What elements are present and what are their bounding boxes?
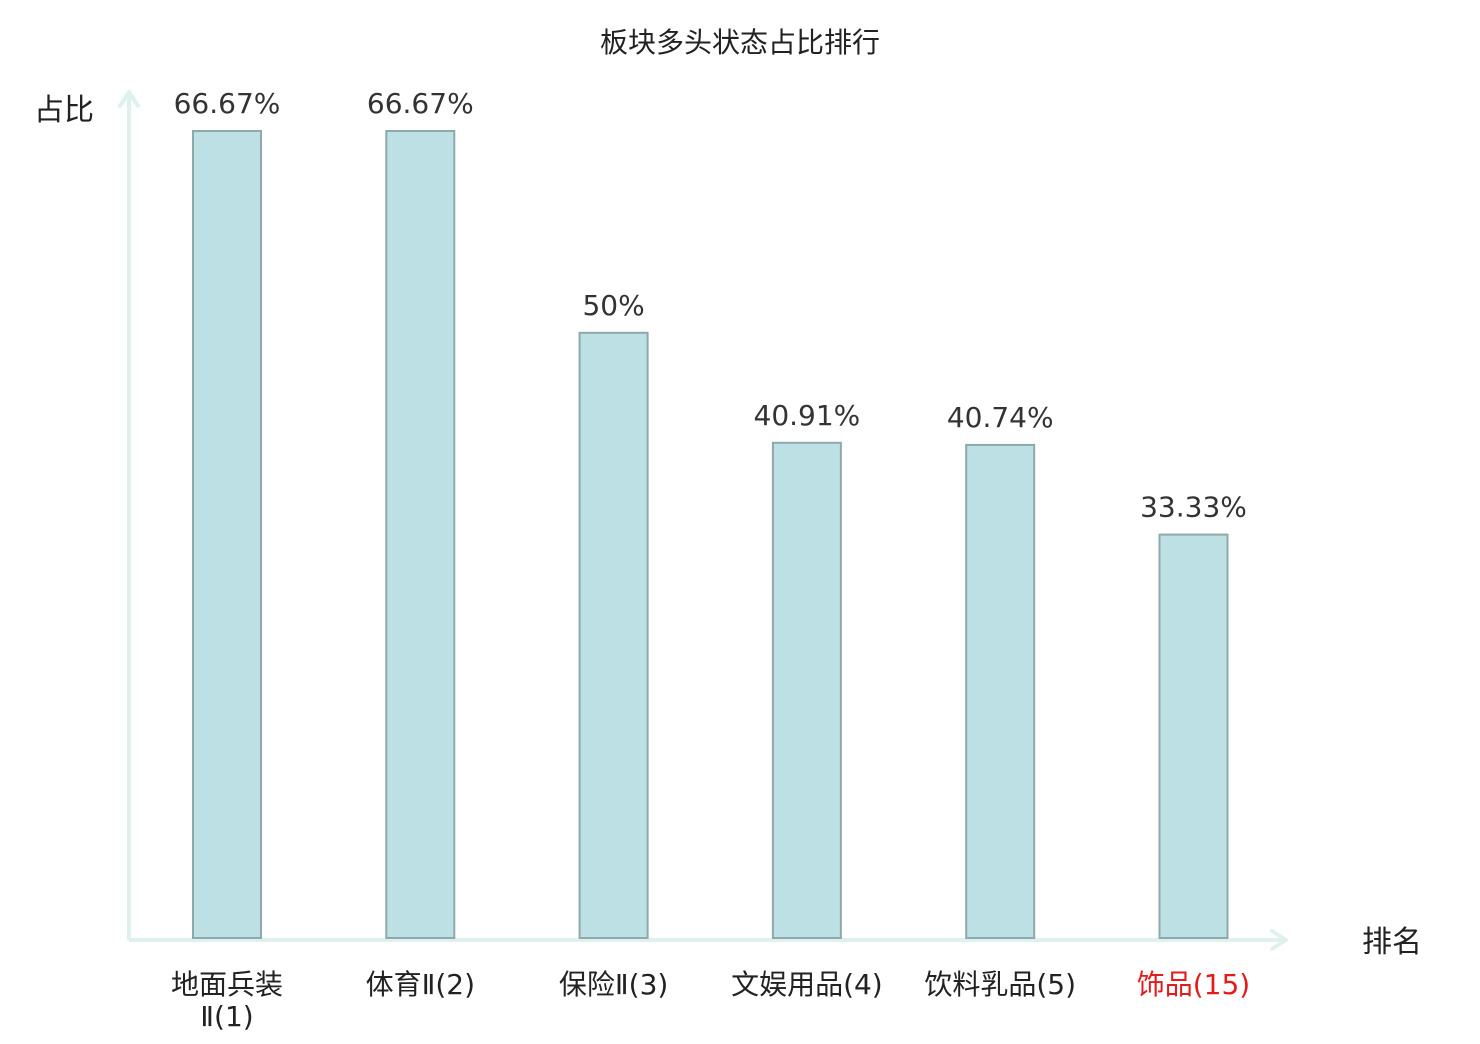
category-label-3: 保险Ⅱ(3) [559, 968, 668, 1001]
axes [118, 90, 1288, 951]
bar-4 [771, 441, 842, 939]
bar-1 [192, 130, 262, 939]
x-axis-arrow [1270, 929, 1288, 951]
value-labels-group: 66.67% 66.67% 50% 40.91% 40.74% 33.33% [174, 87, 1247, 524]
bar-3 [578, 331, 649, 939]
y-axis-label: 占比 [34, 93, 94, 128]
value-label-2: 66.67% [367, 87, 474, 120]
value-label-5: 40.74% [947, 401, 1054, 434]
x-axis-label: 排名 [1362, 925, 1422, 960]
bars-group [192, 130, 1229, 939]
category-label-5: 饮料乳品(5) [924, 968, 1076, 1001]
bar-2 [385, 130, 456, 939]
chart-title: 板块多头状态占比排行 [600, 26, 880, 59]
value-label-6: 33.33% [1140, 491, 1247, 524]
value-label-3: 50% [582, 289, 644, 322]
value-label-1: 66.67% [174, 87, 281, 120]
bar-5 [965, 443, 1036, 939]
value-label-4: 40.91% [754, 399, 861, 432]
category-label-2: 体育Ⅱ(2) [366, 968, 475, 1001]
category-labels-group: 地面兵装 Ⅱ(1) 体育Ⅱ(2) 保险Ⅱ(3) 文娱用品(4) 饮料乳品(5) 饰品(15) [171, 968, 1250, 1033]
category-label-4: 文娱用品(4) [731, 968, 883, 1001]
category-label-6: 饰品(15) [1137, 968, 1250, 1001]
category-label-1: 地面兵装 Ⅱ(1) [171, 968, 283, 1033]
y-axis-arrow [118, 90, 140, 108]
bar-6 [1158, 533, 1229, 939]
